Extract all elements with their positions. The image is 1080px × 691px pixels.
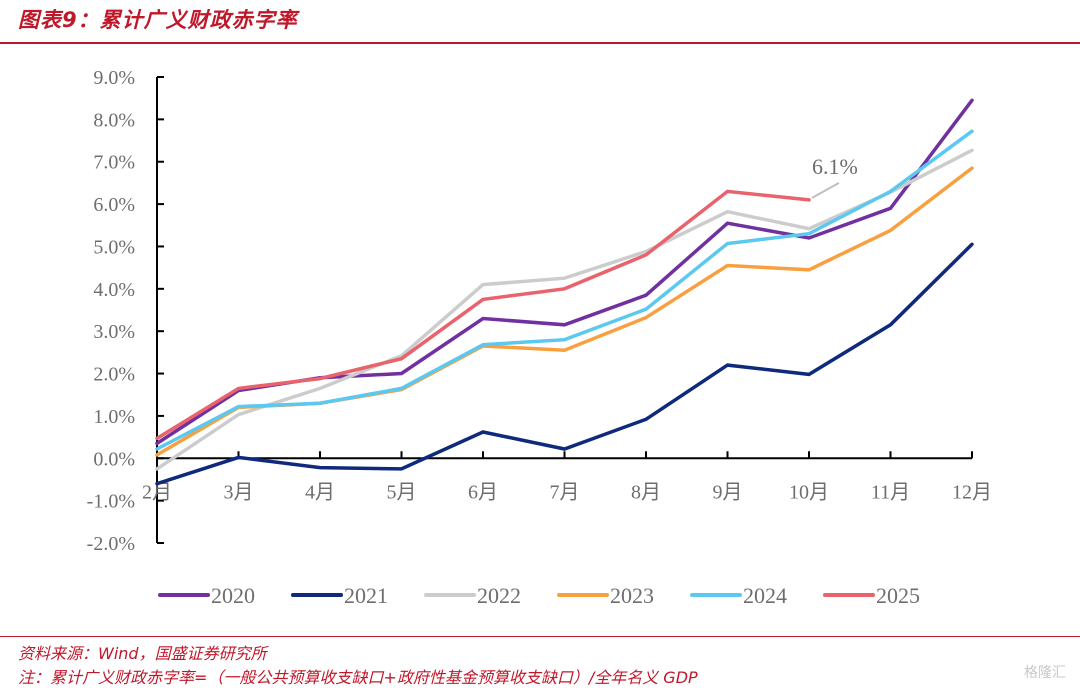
y-tick-label: 2.0% — [93, 364, 135, 386]
legend-item-2025: 2025 — [823, 583, 920, 608]
series-line-2024 — [155, 129, 974, 451]
y-tick-label: 1.0% — [93, 406, 135, 428]
watermark: 格隆汇 — [1024, 665, 1066, 681]
annotation-label: 6.1% — [812, 154, 858, 179]
legend: 2020 2021 2022 2023 2024 2025 — [158, 583, 920, 608]
x-tick-label: 2月 — [142, 481, 172, 503]
annotation-leader-line — [811, 181, 840, 199]
y-tick-label: 9.0% — [93, 67, 135, 89]
y-tick-label: 7.0% — [93, 152, 135, 174]
y-tick-label: 3.0% — [93, 321, 135, 343]
y-tick-label: -2.0% — [87, 533, 135, 555]
x-tick-label: 5月 — [387, 481, 417, 503]
y-tick-label: 0.0% — [93, 448, 135, 470]
legend-label: 2024 — [743, 583, 787, 608]
y-tick-label: -1.0% — [87, 491, 135, 513]
legend-label: 2021 — [344, 583, 388, 608]
y-tick-label: 4.0% — [93, 279, 135, 301]
formula-note: 注：累计广义财政赤字率=（一般公共预算收支缺口+政府性基金预算收支缺口）/全年名… — [18, 668, 698, 687]
series-line-2021 — [155, 242, 974, 486]
legend-label: 2023 — [610, 583, 654, 608]
series-lines — [155, 98, 974, 486]
legend-item-2020: 2020 — [158, 583, 255, 608]
footer-divider — [0, 636, 1080, 637]
y-tick-label: 5.0% — [93, 236, 135, 258]
figure-title: 图表9：累计广义财政赤字率 — [18, 8, 298, 32]
annotations: 6.1% — [811, 154, 858, 199]
y-axis: 9.0% 8.0% 7.0% 6.0% 5.0% 4.0% 3.0% 2.0% 1.0% 0.0%… — [87, 67, 164, 555]
series-line-2022 — [155, 148, 974, 471]
y-tick-label: 8.0% — [93, 109, 135, 131]
y-tick-label: 6.0% — [93, 194, 135, 216]
legend-label: 2025 — [876, 583, 920, 608]
x-tick-label: 4月 — [305, 481, 335, 503]
x-tick-label: 12月 — [952, 481, 992, 503]
legend-item-2023: 2023 — [557, 583, 654, 608]
legend-label: 2020 — [211, 583, 255, 608]
title-divider — [0, 42, 1080, 44]
series-line-2020 — [155, 98, 974, 446]
legend-item-2021: 2021 — [291, 583, 388, 608]
x-tick-label: 3月 — [224, 481, 254, 503]
legend-item-2022: 2022 — [424, 583, 521, 608]
series-line-2025 — [155, 189, 811, 441]
x-tick-label: 8月 — [631, 481, 661, 503]
legend-item-2024: 2024 — [690, 583, 787, 608]
line-chart: 9.0% 8.0% 7.0% 6.0% 5.0% 4.0% 3.0% 2.0% 1.0% 0.0%… — [87, 67, 992, 608]
x-tick-label: 6月 — [468, 481, 498, 503]
x-tick-label: 7月 — [550, 481, 580, 503]
x-axis: 2月 3月 4月 5月 6月 7月 8月 9月 10月 11月 12月 — [142, 451, 992, 503]
source-note: 资料来源：Wind，国盛证券研究所 — [18, 644, 267, 663]
x-tick-label: 10月 — [789, 481, 829, 503]
x-tick-label: 9月 — [713, 481, 743, 503]
legend-label: 2022 — [477, 583, 521, 608]
x-tick-label: 11月 — [871, 481, 910, 503]
